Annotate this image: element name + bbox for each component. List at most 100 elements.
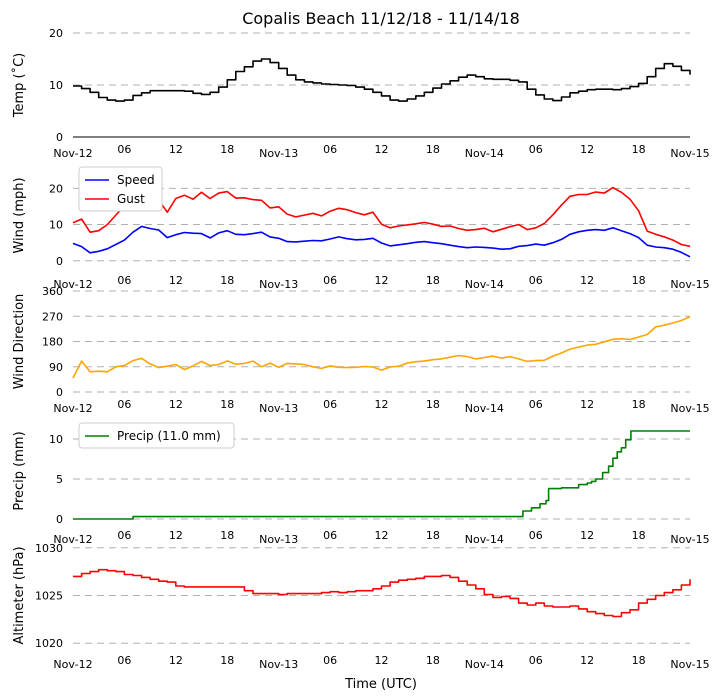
y-tick-label-wind: 0: [56, 255, 63, 268]
series-line-altimeter: [73, 568, 691, 618]
y-axis-label-alt: Altimeter (hPa): [12, 546, 27, 644]
x-tick-label: 06: [117, 398, 131, 411]
x-tick-label: 06: [323, 274, 337, 287]
x-tick-label: Nov-15: [670, 533, 709, 546]
x-tick-label: 12: [580, 143, 594, 156]
y-tick-label-precip: 5: [56, 473, 63, 486]
legend-label: Speed: [117, 173, 155, 187]
y-tick-label-dir: 90: [49, 361, 63, 374]
x-tick-label: 06: [323, 529, 337, 542]
panel-temp: 0 10 20 Temp (˚C) Nov-12 06 12 18 Nov-13 06 12 18 No…: [11, 27, 710, 160]
x-tick-label: Nov-12: [53, 278, 92, 291]
x-tick-label: Nov-13: [259, 658, 298, 671]
y-tick-label-dir: 360: [42, 285, 63, 298]
x-tick-label: Nov-14: [465, 402, 504, 415]
x-tick-label: 12: [580, 654, 594, 667]
x-tick-label: 12: [169, 398, 183, 411]
y-axis-label-temp: Temp (˚C): [11, 53, 27, 119]
x-tick-label: 06: [323, 143, 337, 156]
x-tick-label: 18: [220, 529, 234, 542]
x-tick-label: Nov-13: [259, 402, 298, 415]
panel-dir: 0 90 180 270 360 Wind Direction Nov-12 06 12 18 No…: [12, 285, 710, 415]
series-line-temp: [73, 58, 691, 102]
x-tick-label: 12: [169, 143, 183, 156]
x-tick-label: 12: [169, 274, 183, 287]
y-tick-label-dir: 0: [56, 386, 63, 399]
x-tick-label: 12: [375, 143, 389, 156]
x-tick-label: 18: [426, 398, 440, 411]
x-tick-label: 06: [529, 654, 543, 667]
x-tick-label: Nov-15: [670, 147, 709, 160]
x-axis-label: Time (UTC): [344, 677, 417, 692]
x-tick-label: 18: [220, 143, 234, 156]
x-tick-label: Nov-13: [259, 533, 298, 546]
y-axis-label-wind: Wind (mph): [12, 177, 27, 253]
y-axis-label-precip: Precip (mm): [12, 431, 27, 510]
legend-box: [78, 422, 235, 449]
x-tick-label: 12: [375, 529, 389, 542]
x-tick-label: 12: [375, 398, 389, 411]
x-tick-label: Nov-14: [465, 658, 504, 671]
x-tick-label: Nov-12: [53, 533, 92, 546]
legend-wind: Speed Gust: [78, 166, 163, 212]
x-tick-label: Nov-14: [465, 533, 504, 546]
x-tick-label: Nov-13: [259, 278, 298, 291]
y-tick-label-alt: 1030: [35, 542, 63, 555]
x-tick-label: 18: [632, 529, 646, 542]
x-tick-label: 18: [632, 654, 646, 667]
legend-box: [78, 166, 163, 212]
x-tick-label: 06: [117, 274, 131, 287]
x-tick-label: 18: [426, 654, 440, 667]
x-tick-label: Nov-15: [670, 278, 709, 291]
x-tick-label: Nov-14: [465, 147, 504, 160]
y-tick-label-temp: 20: [49, 27, 63, 40]
panel-alt: 1020 1025 1030 Altimeter (hPa) Nov-12 06 12 18 N…: [12, 542, 710, 671]
x-tick-label: 18: [632, 398, 646, 411]
x-tick-label: 06: [529, 143, 543, 156]
x-tick-label: 18: [220, 274, 234, 287]
y-tick-label-wind: 10: [49, 219, 63, 232]
x-tick-label: 06: [529, 529, 543, 542]
x-tick-label: 12: [169, 529, 183, 542]
x-tick-label: 18: [220, 398, 234, 411]
y-tick-label-precip: 0: [56, 513, 63, 526]
x-tick-label: 12: [169, 654, 183, 667]
x-tick-label: 12: [580, 529, 594, 542]
x-tick-label: 06: [529, 274, 543, 287]
y-tick-label-alt: 1025: [35, 590, 63, 603]
series-line-direction: [72, 316, 691, 379]
legend-label: Precip (11.0 mm): [117, 429, 221, 443]
x-tick-label: 06: [529, 398, 543, 411]
x-tick-label: 12: [375, 654, 389, 667]
x-tick-label: 18: [220, 654, 234, 667]
x-tick-label: 18: [426, 529, 440, 542]
x-tick-label: 12: [580, 398, 594, 411]
x-tick-label: Nov-15: [670, 658, 709, 671]
x-tick-label: 18: [426, 143, 440, 156]
x-tick-label: Nov-15: [670, 402, 709, 415]
y-tick-label-alt: 1020: [35, 637, 63, 650]
x-tick-label: Nov-12: [53, 402, 92, 415]
x-tick-label: 06: [117, 143, 131, 156]
x-tick-label: 12: [375, 274, 389, 287]
y-tick-label-precip: 10: [49, 433, 63, 446]
x-tick-label: 06: [117, 529, 131, 542]
x-tick-label: Nov-12: [53, 147, 92, 160]
x-tick-label: 06: [323, 398, 337, 411]
y-tick-label-wind: 20: [49, 182, 63, 195]
x-tick-label: 18: [426, 274, 440, 287]
x-tick-label: 18: [632, 274, 646, 287]
y-axis-label-dir: Wind Direction: [12, 294, 27, 390]
y-tick-label-temp: 10: [49, 79, 63, 92]
legend-label: Gust: [117, 192, 145, 206]
x-tick-label: 06: [117, 654, 131, 667]
panel-wind: 0 10 20 Wind (mph) Nov-12 06 12 18 Nov-13 06 12 18 N…: [12, 166, 710, 291]
legend-precip: Precip (11.0 mm): [78, 422, 235, 449]
series-line-precip: [73, 430, 690, 520]
panel-precip: 0 5 10 Precip (mm) Nov-12 06 12 18 Nov-13 06 12 18 N…: [12, 422, 710, 546]
x-tick-label: Nov-14: [465, 278, 504, 291]
series-line-speed: [72, 225, 691, 258]
x-tick-label: 06: [323, 654, 337, 667]
